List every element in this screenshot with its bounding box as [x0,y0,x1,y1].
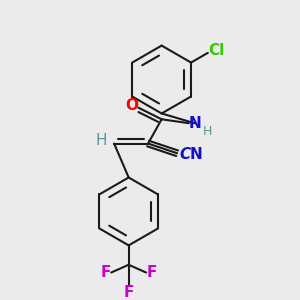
Text: H: H [96,133,107,148]
Text: F: F [147,265,157,280]
Text: F: F [100,265,111,280]
Text: H: H [202,125,212,138]
Text: C: C [179,147,191,162]
Text: Cl: Cl [208,44,225,59]
Text: O: O [125,98,138,113]
Text: N: N [189,147,202,162]
Text: N: N [188,116,201,131]
Text: F: F [124,285,134,300]
